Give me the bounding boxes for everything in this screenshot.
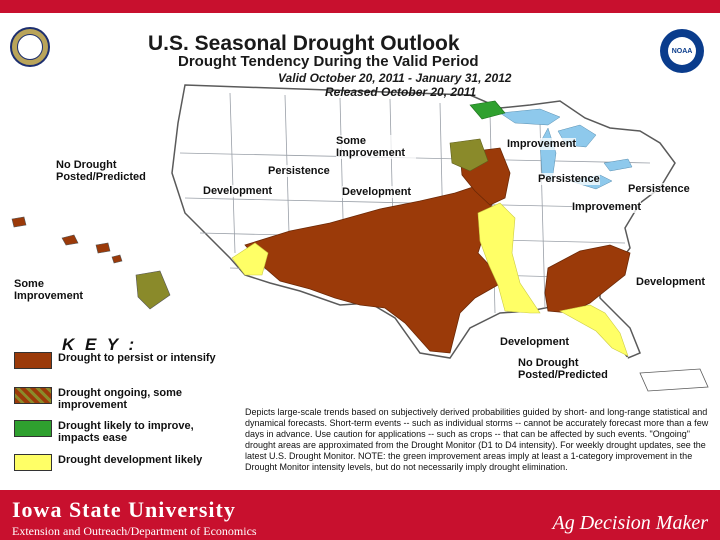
label-no-drought-pr: No Drought Posted/Predicted xyxy=(518,357,628,381)
area-develop-florida xyxy=(559,304,629,357)
area-persist-southeast xyxy=(544,244,631,314)
key-label-persist: Drought to persist or intensify xyxy=(58,352,216,364)
extension-text: Extension and Outreach/Department of Eco… xyxy=(12,524,257,538)
label-development-central: Development xyxy=(342,186,412,198)
university-wordmark: Iowa State University xyxy=(12,497,236,522)
ag-decision-maker-brand: Ag Decision Maker xyxy=(552,512,708,534)
map-subtitle: Drought Tendency During the Valid Period xyxy=(178,53,479,70)
noaa-logo: NOAA xyxy=(660,29,704,73)
key-label-improve: Drought likely to improve, impacts ease xyxy=(58,420,194,444)
label-some-improvement-hawaii: Some Improvement xyxy=(14,278,114,302)
label-development-south: Development xyxy=(500,336,570,348)
key-swatch-develop xyxy=(14,454,52,471)
label-persistence-great-lakes: Persistence xyxy=(538,173,600,185)
label-no-drought-west: No Drought Posted/Predicted xyxy=(56,159,166,183)
seal-center xyxy=(17,34,43,60)
noaa-logo-center: NOAA xyxy=(668,37,696,65)
hawaii-big-island xyxy=(135,270,171,310)
label-persistence-north: Persistence xyxy=(268,165,330,177)
release-date: Released October 20, 2011 xyxy=(325,85,477,99)
hawaii-islands xyxy=(11,216,123,264)
disclaimer-text: Depicts large-scale trends based on subj… xyxy=(245,407,709,472)
key-label-develop: Drought development likely xyxy=(58,454,203,466)
label-some-improvement-north: Some Improvement xyxy=(336,135,416,159)
key-swatch-some-improvement xyxy=(14,387,52,404)
commerce-seal-logo xyxy=(10,27,50,67)
area-improve-some-minnesota xyxy=(449,138,489,172)
label-persistence-ne: Persistence xyxy=(628,183,690,195)
puerto-rico xyxy=(639,368,709,392)
label-improvement-east: Improvement xyxy=(572,201,642,213)
outlook-map-panel: NOAA U xyxy=(0,13,720,490)
top-accent-bar xyxy=(0,0,720,13)
key-title: K E Y : xyxy=(62,335,138,354)
us-drought-map xyxy=(11,84,709,392)
area-improve-north xyxy=(469,100,506,120)
footer-banner: Iowa State University Extension and Outr… xyxy=(0,490,720,540)
valid-period: Valid October 20, 2011 - January 31, 201… xyxy=(278,71,512,85)
area-persist-south xyxy=(244,182,499,354)
label-development-west: Development xyxy=(203,185,273,197)
map-title: U.S. Seasonal Drought Outlook xyxy=(148,32,460,55)
area-develop-southwest xyxy=(231,242,269,276)
key-swatch-improve xyxy=(14,420,52,437)
label-improvement-ne: Improvement xyxy=(507,138,577,150)
noaa-logo-text: NOAA xyxy=(671,48,693,55)
area-develop-mississippi xyxy=(477,202,541,314)
key-label-some-improvement: Drought ongoing, some improvement xyxy=(58,387,183,411)
label-development-se: Development xyxy=(636,276,706,288)
key-swatch-persist xyxy=(14,352,52,369)
